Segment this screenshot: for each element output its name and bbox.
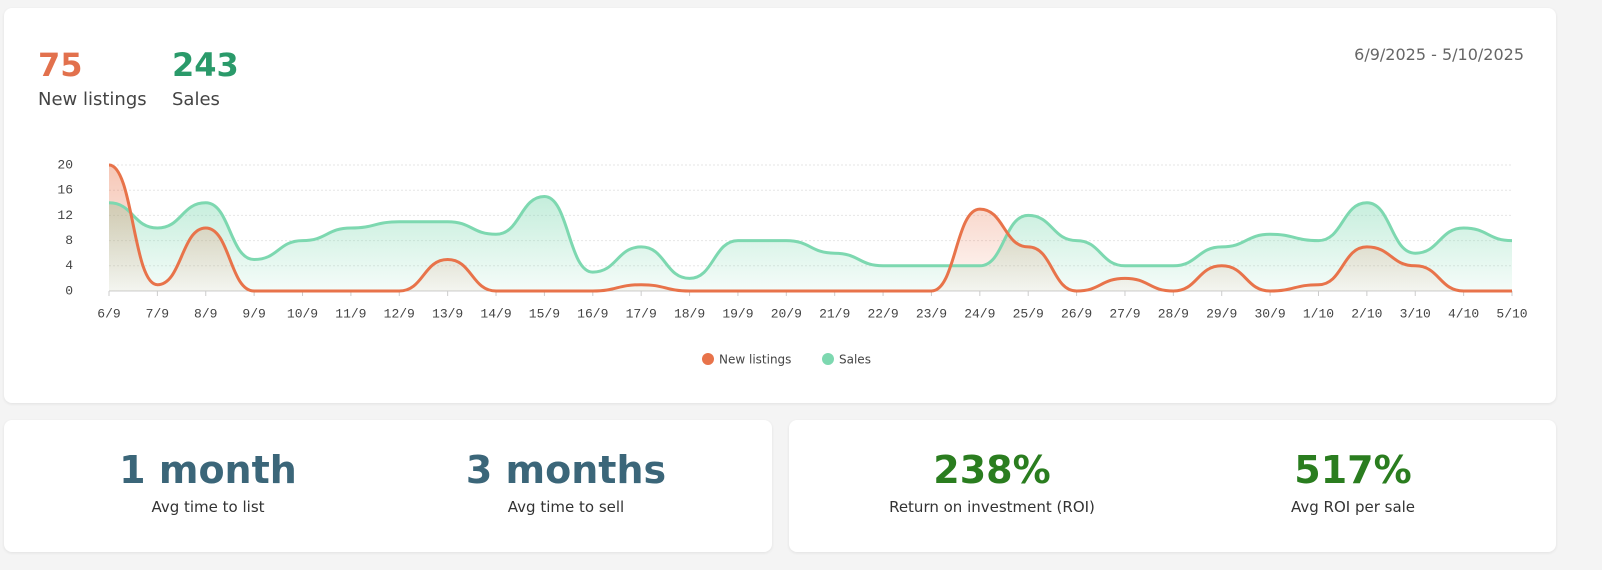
- x-tick-label: 25/9: [1013, 306, 1044, 321]
- y-tick-label: 0: [65, 283, 73, 298]
- stat-label: Avg time to sell: [507, 498, 625, 516]
- x-tick-label: 13/9: [432, 306, 463, 321]
- stat: 3 months Avg time to sell: [386, 448, 746, 516]
- x-tick-label: 16/9: [577, 306, 608, 321]
- x-tick-label: 3/10: [1400, 306, 1431, 321]
- legend-label: Sales: [839, 353, 871, 367]
- x-tick-label: 22/9: [867, 306, 898, 321]
- date-range: 6/9/2025 - 5/10/2025: [1354, 45, 1524, 64]
- x-tick-label: 9/9: [242, 306, 265, 321]
- x-tick-label: 11/9: [335, 306, 366, 321]
- x-tick-label: 27/9: [1109, 306, 1140, 321]
- y-tick-label: 4: [65, 258, 73, 273]
- stat: 238% Return on investment (ROI): [812, 448, 1172, 516]
- summary-value: 243: [172, 46, 239, 84]
- x-tick-label: 8/9: [194, 306, 217, 321]
- x-tick-label: 2/10: [1351, 306, 1382, 321]
- time-card: [4, 420, 772, 552]
- y-tick-label: 12: [57, 208, 73, 223]
- legend-marker: [702, 353, 714, 365]
- line: [108, 163, 1512, 293]
- stat-label: Avg time to list: [151, 498, 265, 516]
- x-tick-label: 12/9: [384, 306, 415, 321]
- x-tick-label: 6/9: [97, 306, 120, 321]
- legend-label: New listings: [719, 353, 791, 367]
- x-tick-label: 15/9: [529, 306, 560, 321]
- x-tick-label: 7/9: [146, 306, 169, 321]
- x-tick-label: 26/9: [1061, 306, 1092, 321]
- x-tick-label: 19/9: [722, 306, 753, 321]
- x-tick-label: 18/9: [674, 306, 705, 321]
- stat-value: 517%: [1294, 448, 1412, 492]
- y-tick-label: 20: [57, 157, 73, 172]
- x-tick-label: 14/9: [480, 306, 511, 321]
- y-tick-label: 16: [57, 183, 73, 198]
- line: [108, 194, 1513, 280]
- stat-value: 238%: [933, 448, 1051, 492]
- chart: 0 4 8 12 16 20 6/9 7/9 8/9 9/9 10/9 11/9 12/9 13/9 14/…: [57, 157, 1527, 367]
- stat-value: 3 months: [465, 448, 667, 492]
- x-tick-label: 30/9: [1254, 306, 1285, 321]
- stat: 517% Avg ROI per sale: [1173, 448, 1533, 516]
- x-tick-label: 10/9: [287, 306, 318, 321]
- x-tick-label: 17/9: [626, 306, 657, 321]
- x-tick-label: 20/9: [771, 306, 802, 321]
- legend-marker: [822, 353, 834, 365]
- stat-value: 1 month: [119, 448, 297, 492]
- area: [109, 165, 1512, 291]
- summary-value: 75: [38, 46, 83, 84]
- x-tick-label: 24/9: [964, 306, 995, 321]
- area: [109, 196, 1512, 291]
- stat: 1 month Avg time to list: [28, 448, 388, 516]
- x-tick-label: 23/9: [916, 306, 947, 321]
- x-tick-label: 1/10: [1303, 306, 1334, 321]
- summary-label: Sales: [172, 89, 220, 110]
- chart-card: [4, 8, 1556, 403]
- x-tick-label: 21/9: [819, 306, 850, 321]
- summary-label: New listings: [38, 89, 147, 110]
- x-tick-label: 28/9: [1158, 306, 1189, 321]
- stat-label: Avg ROI per sale: [1290, 498, 1416, 516]
- stat-label: Return on investment (ROI): [889, 498, 1095, 516]
- x-tick-label: 29/9: [1206, 306, 1237, 321]
- y-tick-label: 8: [65, 233, 73, 248]
- x-tick-label: 4/10: [1448, 306, 1479, 321]
- roi-card: [789, 420, 1556, 552]
- x-tick-label: 5/10: [1496, 306, 1527, 321]
